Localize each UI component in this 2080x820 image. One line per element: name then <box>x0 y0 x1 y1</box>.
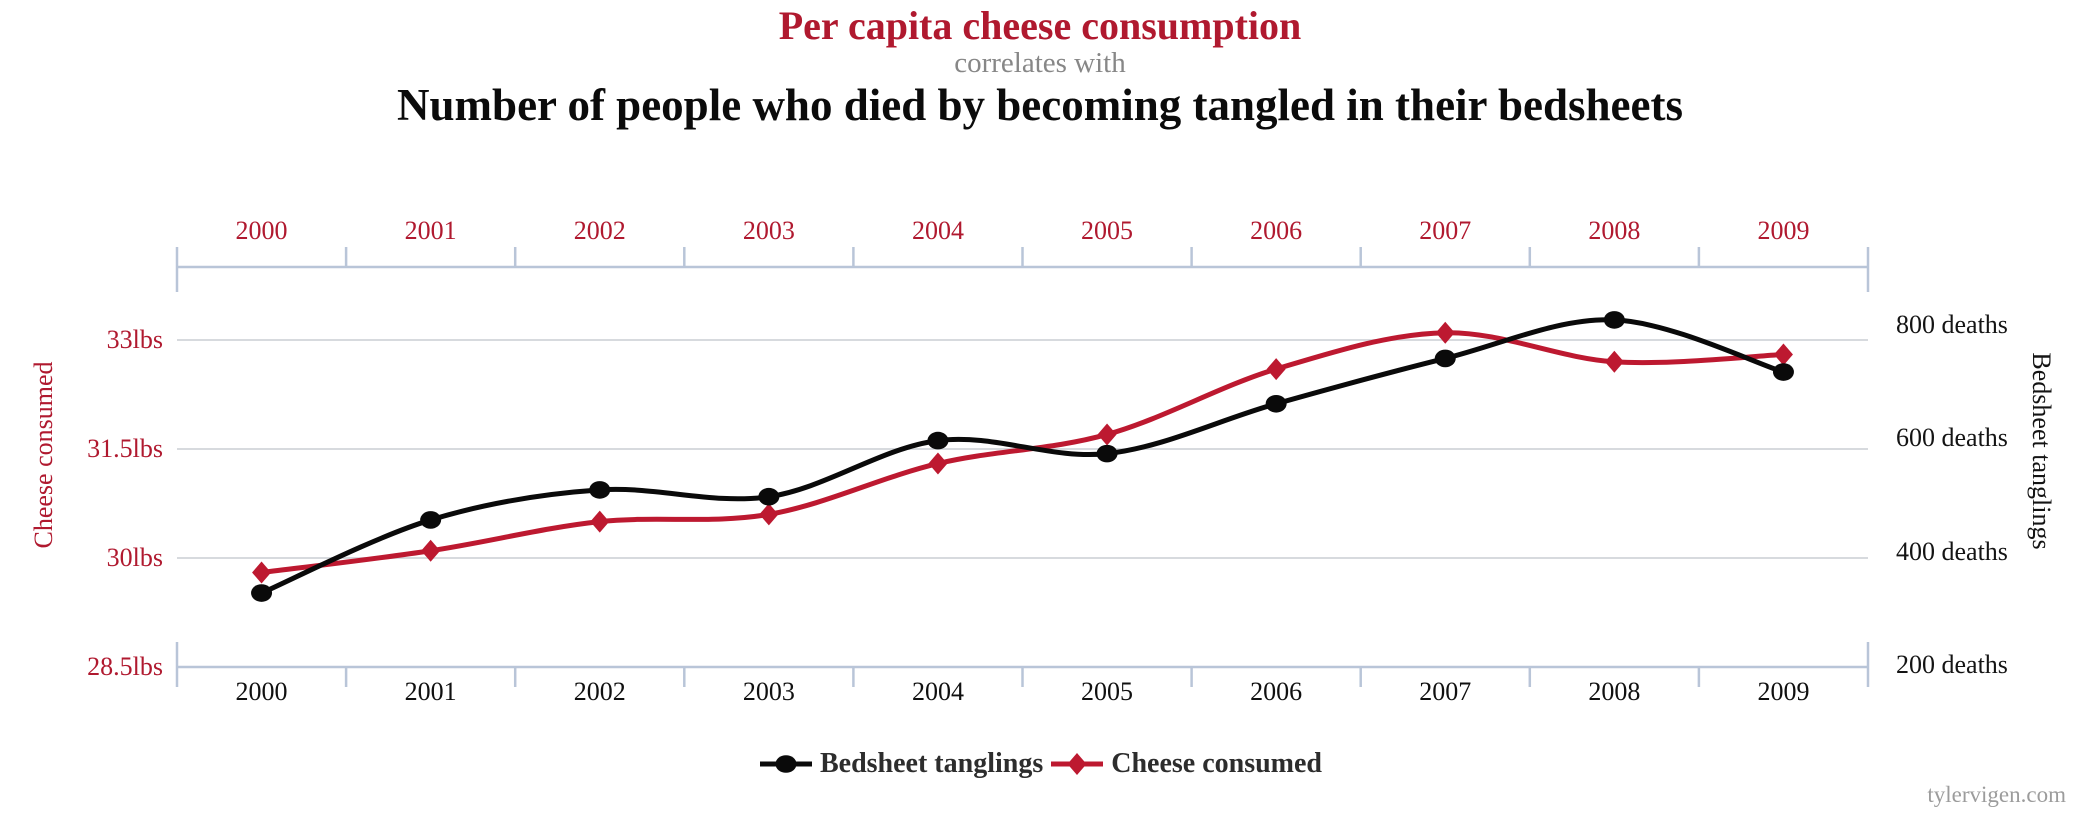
data-point-bedsheet-tanglings-2005 <box>1096 444 1118 463</box>
x-label-top-2002: 2002 <box>573 216 626 245</box>
data-point-bedsheet-tanglings-2003 <box>758 487 780 506</box>
legend-item-cheese-consumed: Cheese consumed <box>1049 748 1322 780</box>
x-label-bottom-2001: 2001 <box>404 677 457 706</box>
left-tick-label-31.5: 31.5lbs <box>87 434 163 463</box>
x-label-top-2009: 2009 <box>1757 216 1810 245</box>
x-label-bottom-2009: 2009 <box>1757 677 1810 706</box>
right-tick-label-400: 400 deaths <box>1896 536 2008 566</box>
legend-item-bedsheet-tanglings: Bedsheet tanglings <box>758 748 1043 780</box>
x-label-bottom-2007: 2007 <box>1419 677 1472 706</box>
data-point-cheese-consumed-2009 <box>1773 343 1793 366</box>
data-point-cheese-consumed-2008 <box>1604 350 1624 373</box>
legend-marker-shape <box>1067 753 1087 775</box>
x-label-bottom-2002: 2002 <box>573 677 626 706</box>
data-point-cheese-consumed-2001 <box>421 539 441 562</box>
right-tick-label-200: 200 deaths <box>1896 650 2008 679</box>
data-point-cheese-consumed-2006 <box>1266 358 1286 381</box>
legend-marker-shape <box>775 755 797 773</box>
data-point-bedsheet-tanglings-2008 <box>1603 311 1625 329</box>
x-label-top-2004: 2004 <box>911 216 964 245</box>
data-point-cheese-consumed-2003 <box>759 503 779 526</box>
data-point-bedsheet-tanglings-2000 <box>251 584 273 602</box>
legend-label-bedsheet-tanglings: Bedsheet tanglings <box>819 748 1044 779</box>
x-label-bottom-2004: 2004 <box>911 677 964 706</box>
series-line-bedsheet-tanglings <box>259 317 1786 596</box>
watermark: tylervigen.com <box>1927 782 2066 807</box>
x-label-top-2005: 2005 <box>1081 216 1134 245</box>
data-point-bedsheet-tanglings-2001 <box>420 511 442 529</box>
data-point-bedsheet-tanglings-2009 <box>1772 363 1794 381</box>
x-label-top-2008: 2008 <box>1588 216 1641 245</box>
x-label-bottom-2005: 2005 <box>1081 677 1134 706</box>
data-point-bedsheet-tanglings-2002 <box>589 481 611 499</box>
left-axis-title: Cheese consumed <box>29 361 58 549</box>
right-tick-label-800: 800 deaths <box>1896 310 2008 339</box>
left-tick-label-33: 33lbs <box>106 325 163 354</box>
x-label-top-2000: 2000 <box>235 216 288 245</box>
data-point-cheese-consumed-2004 <box>928 452 948 475</box>
x-label-bottom-2000: 2000 <box>235 677 288 706</box>
data-point-cheese-consumed-2000 <box>252 561 272 584</box>
x-label-top-2001: 2001 <box>404 216 457 245</box>
left-tick-label-28.5: 28.5lbs <box>87 652 163 681</box>
data-point-bedsheet-tanglings-2007 <box>1434 349 1456 368</box>
right-tick-label-600: 600 deaths <box>1896 423 2008 453</box>
legend: Bedsheet tanglings Cheese consumed <box>0 748 2080 780</box>
data-point-bedsheet-tanglings-2004 <box>927 431 949 450</box>
data-point-cheese-consumed-2007 <box>1435 321 1455 344</box>
legend-label-cheese-consumed: Cheese consumed <box>1111 748 1322 779</box>
chart-title-secondary: Number of people who died by becoming ta… <box>397 80 1683 130</box>
x-label-bottom-2006: 2006 <box>1250 677 1303 706</box>
data-point-cheese-consumed-2005 <box>1097 423 1117 446</box>
chart-title-primary: Per capita cheese consumption <box>778 3 1302 48</box>
x-label-top-2007: 2007 <box>1419 216 1472 245</box>
legend-circle-marker-icon <box>759 755 812 773</box>
chart-title-connector: correlates with <box>954 47 1126 79</box>
x-label-top-2003: 2003 <box>742 216 795 245</box>
legend-diamond-marker-icon <box>1051 753 1104 775</box>
right-axis-title: Bedsheet tanglings <box>2027 352 2056 550</box>
x-label-bottom-2003: 2003 <box>742 677 795 706</box>
data-point-cheese-consumed-2002 <box>590 510 610 533</box>
data-point-bedsheet-tanglings-2006 <box>1265 394 1287 413</box>
x-label-top-2006: 2006 <box>1250 216 1303 245</box>
left-tick-label-30: 30lbs <box>106 543 163 572</box>
series-line-cheese-consumed <box>259 330 1786 576</box>
x-label-bottom-2008: 2008 <box>1588 677 1641 706</box>
